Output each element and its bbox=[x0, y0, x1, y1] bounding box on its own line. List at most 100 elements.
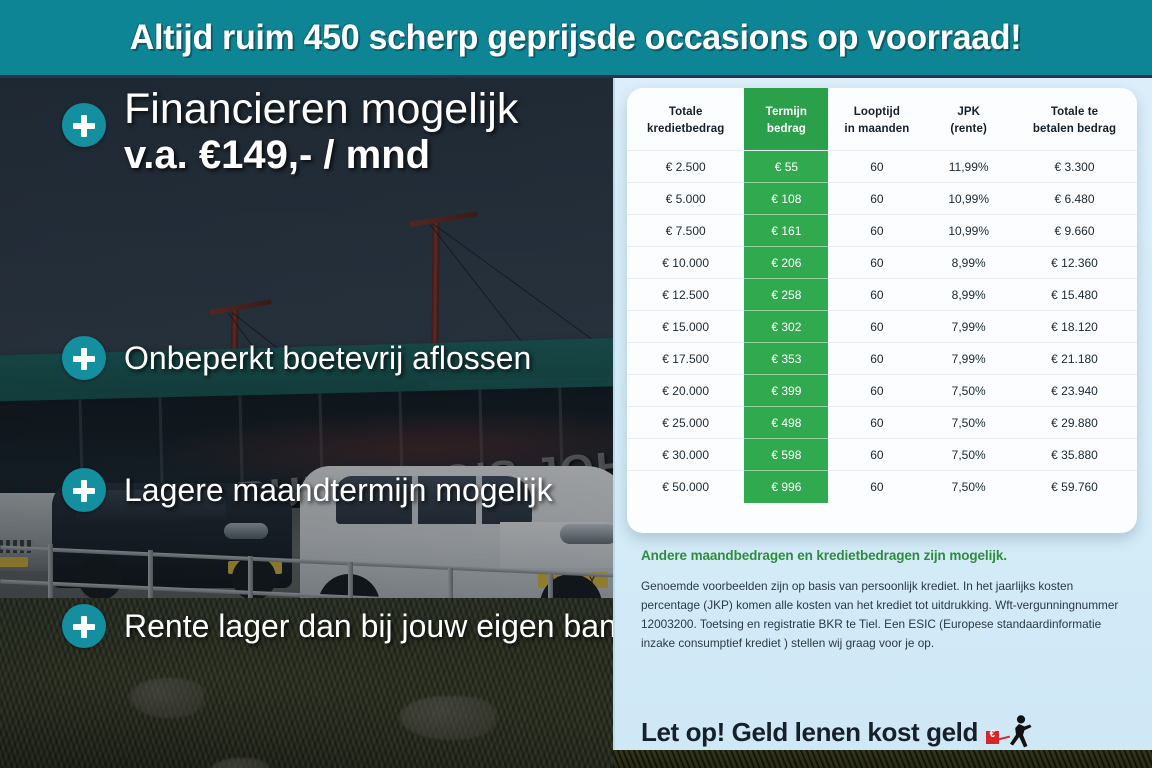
cell-apr: 7,99% bbox=[925, 310, 1013, 343]
fence-post bbox=[348, 562, 353, 626]
footer-heading: Andere maandbedragen en kredietbedragen … bbox=[641, 548, 1007, 563]
rock bbox=[210, 758, 270, 768]
cell-total-payable: € 29.880 bbox=[1012, 406, 1137, 439]
table-row: € 30.000 € 598 60 7,50% € 35.880 bbox=[627, 438, 1137, 471]
feature-list: Financieren mogelijk v.a. €149,- / mnd O… bbox=[0, 78, 633, 768]
cell-total-payable: € 18.120 bbox=[1012, 310, 1137, 343]
cell-total-payable: € 12.360 bbox=[1012, 246, 1137, 279]
cell-apr: 8,99% bbox=[925, 246, 1013, 279]
cell-instalment: € 498 bbox=[744, 406, 829, 439]
cell-term: 60 bbox=[828, 246, 926, 279]
cell-total-payable: € 6.480 bbox=[1012, 182, 1137, 215]
feature-item-financing: Financieren mogelijk v.a. €149,- / mnd bbox=[62, 87, 615, 179]
feature-item-lower-rate: Rente lager dan bij jouw eigen bank bbox=[62, 604, 633, 648]
credit-warning-text: Let op! Geld lenen kost geld bbox=[641, 716, 978, 747]
header-line: Looptijd bbox=[853, 106, 900, 118]
rates-panel: Totale kredietbedrag Termijn bedrag Loop… bbox=[613, 78, 1152, 750]
feature-line-1: Lagere maandtermijn mogelijk bbox=[124, 471, 553, 508]
cell-term: 60 bbox=[828, 278, 926, 311]
cell-apr: 10,99% bbox=[925, 182, 1013, 215]
feature-text: Lagere maandtermijn mogelijk bbox=[124, 472, 553, 509]
cell-total-payable: € 15.480 bbox=[1012, 278, 1137, 311]
feature-line-1: Financieren mogelijk bbox=[124, 85, 519, 133]
feature-item-lower-monthly: Lagere maandtermijn mogelijk bbox=[62, 468, 553, 512]
header-line: Totale bbox=[668, 106, 703, 118]
cell-term: 60 bbox=[828, 406, 926, 439]
header-line: kredietbedrag bbox=[646, 122, 725, 135]
rates-table: Totale kredietbedrag Termijn bedrag Loop… bbox=[627, 88, 1137, 503]
cell-total-credit: € 5.000 bbox=[627, 182, 745, 215]
table-row: € 50.000 € 996 60 7,50% € 59.760 bbox=[627, 470, 1137, 503]
cell-apr: 7,50% bbox=[925, 374, 1013, 407]
fence-post bbox=[248, 556, 253, 620]
cell-total-payable: € 21.180 bbox=[1012, 342, 1137, 375]
cell-term: 60 bbox=[828, 214, 926, 247]
credit-warning: Let op! Geld lenen kost geld bbox=[641, 715, 1032, 749]
rock bbox=[400, 696, 496, 740]
cell-apr: 10,99% bbox=[925, 214, 1013, 247]
table-row: € 12.500 € 258 60 8,99% € 15.480 bbox=[627, 278, 1137, 311]
cell-total-credit: € 25.000 bbox=[627, 406, 745, 439]
fence-post bbox=[48, 544, 53, 608]
cell-term: 60 bbox=[828, 150, 926, 183]
plus-icon bbox=[62, 468, 106, 512]
footer-body-text: Genoemde voorbeelden zijn op basis van p… bbox=[641, 579, 1119, 651]
header-line: betalen bedrag bbox=[1032, 122, 1117, 135]
cell-total-payable: € 3.300 bbox=[1012, 150, 1137, 183]
header-line: in maanden bbox=[844, 122, 910, 135]
rock bbox=[130, 678, 204, 718]
cell-total-payable: € 9.660 bbox=[1012, 214, 1137, 247]
cell-instalment: € 108 bbox=[744, 182, 829, 215]
cell-instalment: € 161 bbox=[744, 214, 829, 247]
feature-line-2: v.a. €149,- / mnd bbox=[124, 132, 431, 177]
header-line: JPK bbox=[957, 106, 980, 118]
feature-line-1: Onbeperkt boetevrij aflossen bbox=[124, 339, 532, 376]
cell-instalment: € 598 bbox=[744, 438, 829, 471]
cell-instalment: € 206 bbox=[744, 246, 829, 279]
column-header-apr: JPK (rente) bbox=[925, 88, 1012, 151]
fence-post bbox=[148, 550, 153, 614]
cell-term: 60 bbox=[828, 310, 926, 343]
cell-term: 60 bbox=[828, 182, 926, 215]
cell-instalment: € 55 bbox=[744, 150, 829, 183]
top-headline-bar: Altijd ruim 450 scherp geprijsde occasio… bbox=[0, 0, 1152, 78]
header-line: (rente) bbox=[950, 122, 987, 135]
cell-total-credit: € 20.000 bbox=[627, 374, 745, 407]
cell-instalment: € 399 bbox=[744, 374, 829, 407]
cell-total-credit: € 17.500 bbox=[627, 342, 745, 375]
rates-table-body: € 2.500 € 55 60 11,99% € 3.300 € 5.000 € 108 60… bbox=[627, 150, 1137, 503]
cell-instalment: € 258 bbox=[744, 278, 829, 311]
cell-total-credit: € 12.500 bbox=[627, 278, 745, 311]
table-row: € 10.000 € 206 60 8,99% € 12.360 bbox=[627, 246, 1137, 279]
cell-apr: 7,50% bbox=[925, 438, 1013, 471]
cell-term: 60 bbox=[828, 438, 926, 471]
cell-total-credit: € 50.000 bbox=[627, 470, 745, 503]
table-row: € 5.000 € 108 60 10,99% € 6.480 bbox=[627, 182, 1137, 215]
column-header-total-payable: Totale te betalen bedrag bbox=[1012, 88, 1137, 151]
cell-total-credit: € 2.500 bbox=[627, 150, 745, 183]
cell-apr: 7,50% bbox=[925, 406, 1013, 439]
feature-line-1: Rente lager dan bij jouw eigen bank bbox=[124, 607, 633, 644]
money-warning-icon bbox=[985, 715, 1032, 749]
table-row: € 25.000 € 498 60 7,50% € 29.880 bbox=[627, 406, 1137, 439]
top-headline-text: Altijd ruim 450 scherp geprijsde occasio… bbox=[130, 17, 1022, 57]
feature-text: Financieren mogelijk v.a. €149,- / mnd bbox=[124, 87, 615, 179]
feature-item-early-repayment: Onbeperkt boetevrij aflossen bbox=[62, 336, 531, 380]
cell-total-credit: € 15.000 bbox=[627, 310, 745, 343]
rates-card: Totale kredietbedrag Termijn bedrag Loop… bbox=[627, 88, 1137, 533]
table-row: € 17.500 € 353 60 7,99% € 21.180 bbox=[627, 342, 1137, 375]
cell-total-payable: € 35.880 bbox=[1012, 438, 1137, 471]
header-line: Totale te bbox=[1050, 106, 1099, 118]
header-line: Termijn bbox=[765, 106, 808, 118]
footer-disclaimer: Andere maandbedragen en kredietbedragen … bbox=[641, 548, 1127, 653]
table-row: € 20.000 € 399 60 7,50% € 23.940 bbox=[627, 374, 1137, 407]
column-header-term: Looptijd in maanden bbox=[828, 88, 925, 151]
plus-icon bbox=[62, 604, 106, 648]
table-header-row: Totale kredietbedrag Termijn bedrag Loop… bbox=[627, 88, 1137, 151]
panel-left-edge bbox=[613, 78, 615, 750]
cell-total-credit: € 10.000 bbox=[627, 246, 745, 279]
header-line: bedrag bbox=[766, 122, 806, 135]
cell-term: 60 bbox=[828, 342, 926, 375]
cell-term: 60 bbox=[828, 374, 926, 407]
